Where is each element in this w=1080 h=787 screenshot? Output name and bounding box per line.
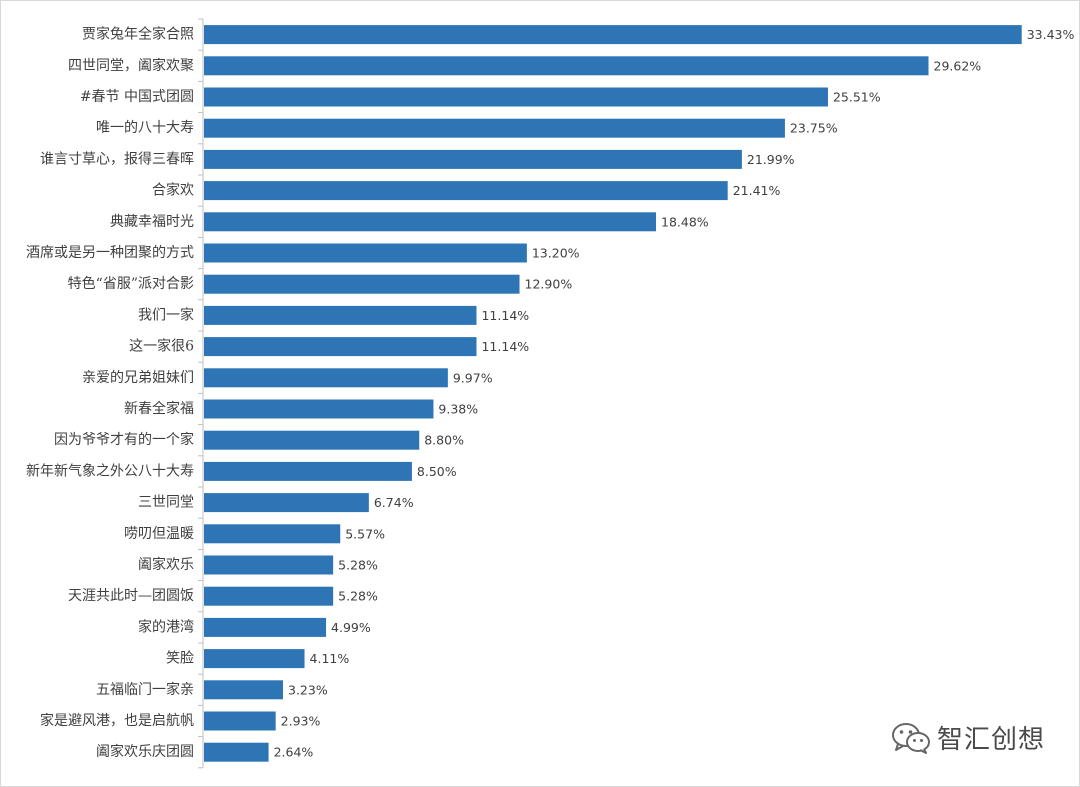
- value-label: 9.38%: [438, 402, 478, 417]
- value-label: 11.14%: [481, 308, 529, 323]
- value-label: 4.99%: [331, 620, 371, 635]
- category-label: 因为爷爷才有的一个家: [54, 431, 194, 448]
- category-label: 阖家欢乐: [138, 556, 194, 573]
- bar: [204, 305, 477, 325]
- category-label: 我们一家: [138, 306, 194, 323]
- value-label: 11.14%: [481, 339, 529, 354]
- bar: [204, 56, 929, 76]
- bar: [204, 711, 276, 731]
- category-label: 唠叨但温暖: [124, 526, 194, 542]
- bar: [204, 87, 828, 107]
- value-label: 13.20%: [532, 246, 580, 261]
- category-label: 亲爱的兄弟姐妹们: [82, 370, 194, 386]
- bar: [204, 586, 334, 606]
- category-label: 这一家很6: [129, 338, 194, 355]
- bar: [204, 337, 477, 357]
- bar: [204, 524, 341, 544]
- value-labels: 33.43% 29.62% 25.51% 23.75% 21.99% 21.41% 18.4…: [274, 27, 1075, 760]
- bar: [204, 118, 785, 138]
- category-label: 新春全家福: [124, 400, 194, 417]
- category-label: 笑脸: [166, 651, 194, 667]
- value-label: 2.64%: [274, 745, 314, 760]
- value-label: 4.11%: [310, 651, 350, 666]
- category-label: 家的港湾: [138, 618, 194, 635]
- bar: [204, 430, 420, 450]
- category-label: 天涯共此时—团圆饭: [68, 588, 194, 604]
- value-label: 33.43%: [1027, 27, 1075, 42]
- bar: [204, 274, 520, 294]
- value-label: 12.90%: [525, 277, 573, 292]
- value-label: 29.62%: [934, 58, 982, 73]
- value-label: 3.23%: [288, 682, 328, 697]
- value-label: 25.51%: [833, 90, 881, 105]
- bar: [204, 243, 527, 263]
- bar: [204, 555, 334, 575]
- y-axis: [198, 18, 204, 769]
- wechat-icon: [891, 722, 930, 754]
- bar: [204, 181, 728, 201]
- value-label: 9.97%: [453, 370, 493, 385]
- category-label: 酒席或是另一种团聚的方式: [26, 245, 194, 261]
- category-label: 四世同堂，阖家欢聚: [68, 57, 194, 74]
- category-label: 特色“省服”派对合影: [68, 275, 194, 292]
- value-label: 8.50%: [417, 464, 457, 479]
- watermark: 智汇创想: [891, 719, 1045, 756]
- value-label: 5.28%: [338, 558, 378, 573]
- bars-group: [204, 25, 1022, 762]
- bar: [204, 149, 742, 169]
- value-label: 6.74%: [374, 495, 414, 510]
- category-label: 贾家兔年全家合照: [82, 26, 194, 43]
- category-label: 典藏幸福时光: [110, 214, 194, 230]
- bar: [204, 493, 369, 513]
- bar: [204, 680, 284, 700]
- category-label: 谁言寸草心，报得三春晖: [40, 150, 194, 167]
- value-label: 21.99%: [747, 152, 795, 167]
- bar: [204, 368, 448, 388]
- bar: [204, 399, 434, 419]
- category-label: 唯一的八十大寿: [96, 119, 194, 136]
- value-label: 21.41%: [733, 183, 781, 198]
- value-label: 2.93%: [281, 714, 321, 729]
- value-label: 8.80%: [424, 433, 464, 448]
- bar: [204, 649, 305, 669]
- watermark-text: 智汇创想: [936, 725, 1045, 755]
- bar: [204, 742, 269, 762]
- value-label: 23.75%: [790, 121, 838, 136]
- category-label: 合家欢: [152, 182, 194, 199]
- category-label: 阖家欢乐庆团圆: [96, 743, 194, 760]
- category-label: 家是避风港，也是启航帆: [40, 712, 194, 729]
- value-label: 5.57%: [345, 526, 385, 541]
- category-label: 新年新气象之外公八十大寿: [26, 462, 194, 479]
- bar: [204, 212, 657, 232]
- value-label: 5.28%: [338, 589, 378, 604]
- bar: [204, 461, 412, 481]
- category-label: 五福临门一家亲: [96, 681, 194, 698]
- value-label: 18.48%: [661, 214, 709, 229]
- bar: [204, 25, 1022, 45]
- category-label: #春节 中国式团圆: [80, 89, 194, 105]
- bar: [204, 617, 327, 637]
- category-label: 三世同堂: [138, 495, 194, 511]
